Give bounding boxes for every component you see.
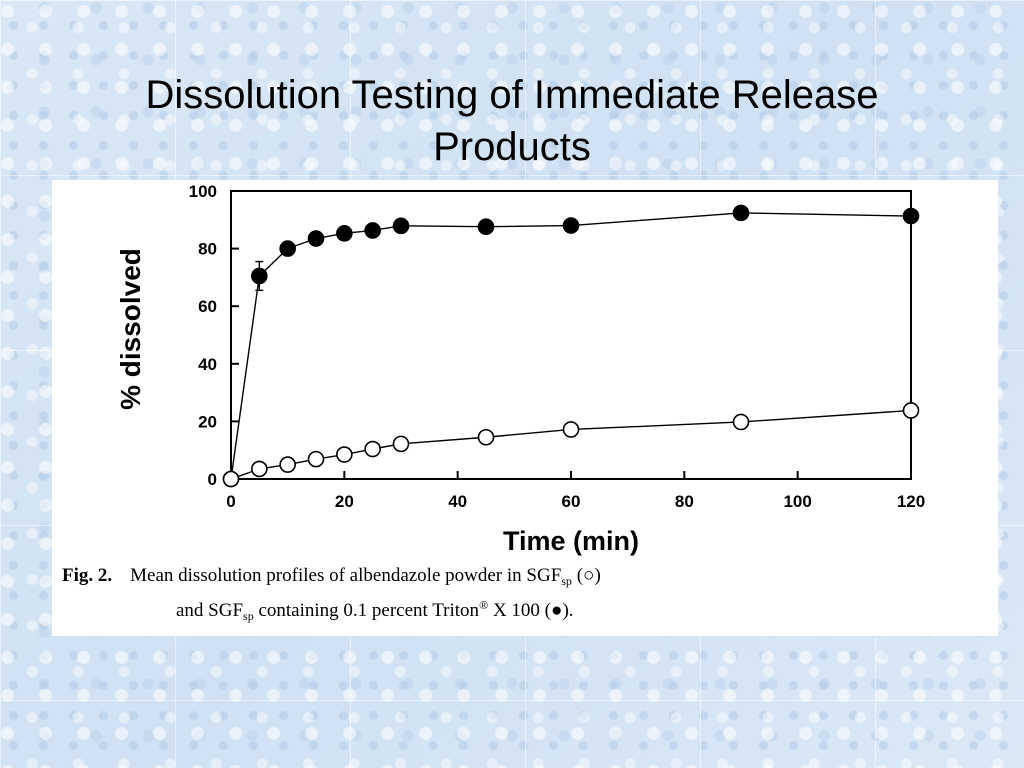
registered-mark: ® <box>479 598 489 612</box>
figure-panel: 0 20 40 60 80 100 0 20 40 60 80 100 120 Time (min) % d… <box>52 180 998 636</box>
series-line-2 <box>230 409 912 480</box>
open-data-point <box>732 413 750 431</box>
caption-end2: X 100 (●). <box>488 600 574 621</box>
caption-text2b: containing 0.1 percent Triton <box>253 600 480 621</box>
open-data-point <box>902 402 920 419</box>
dissolution-chart: 0 20 40 60 80 100 0 20 40 60 80 100 120 Time (min) % d… <box>115 182 925 556</box>
filled-data-point <box>392 217 410 235</box>
filled-data-point <box>732 204 750 222</box>
caption-sub2: sp <box>243 609 254 623</box>
x-tick-label: 40 <box>448 492 467 511</box>
filled-data-point <box>251 267 268 285</box>
filled-data-point <box>307 230 325 247</box>
x-tick-label: 120 <box>897 492 925 511</box>
figure-caption: Fig. 2. Mean dissolution profiles of albe… <box>62 564 992 628</box>
open-data-point <box>222 470 240 488</box>
open-data-point <box>336 446 353 463</box>
caption-text2a: and SGF <box>176 600 244 621</box>
filled-data-point <box>279 240 296 257</box>
series-line-1 <box>230 212 912 480</box>
y-tick-label: 80 <box>198 240 217 259</box>
caption-line2: and SGFsp containing 0.1 percent Triton®… <box>62 593 992 628</box>
caption-text1: Mean dissolution profiles of albendazole… <box>130 565 562 586</box>
filled-data-point <box>364 222 381 239</box>
y-tick-label: 0 <box>208 470 217 489</box>
filled-data-point <box>336 225 353 242</box>
x-axis-title: Time (min) <box>503 526 639 556</box>
open-data-point <box>251 460 268 478</box>
y-tick-label: 100 <box>189 182 217 201</box>
x-tick-label: 20 <box>335 492 354 511</box>
filled-data-point <box>477 218 495 236</box>
x-tick-label: 100 <box>783 492 811 511</box>
filled-data-point <box>562 217 580 234</box>
open-data-point <box>279 456 296 473</box>
filled-data-point <box>902 207 920 225</box>
figure-label: Fig. 2. <box>62 565 113 586</box>
x-tick-label: 80 <box>675 492 694 511</box>
open-data-point <box>364 440 381 458</box>
open-data-point <box>477 428 495 446</box>
open-data-point <box>392 435 410 453</box>
slide-title-line2: Products <box>433 124 591 169</box>
open-data-point <box>307 450 325 468</box>
caption-end1: (○) <box>571 565 601 586</box>
open-data-point <box>562 421 580 438</box>
x-tick-label: 60 <box>562 492 581 511</box>
x-tick-label: 0 <box>226 492 235 511</box>
y-axis-title: % dissolved <box>115 248 146 410</box>
caption-line1: Fig. 2. Mean dissolution profiles of albe… <box>62 564 992 593</box>
slide-title: Dissolution Testing of Immediate Release… <box>0 69 1024 173</box>
y-tick-label: 20 <box>198 412 217 431</box>
caption-sub1: sp <box>561 574 572 588</box>
y-tick-label: 40 <box>198 355 217 374</box>
y-tick-label: 60 <box>198 297 217 316</box>
slide-title-line1: Dissolution Testing of Immediate Release <box>145 72 879 117</box>
